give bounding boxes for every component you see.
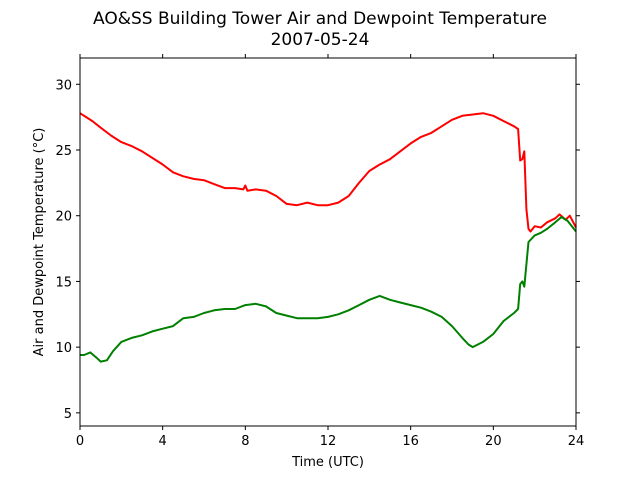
y-tick-label: 20 <box>55 210 72 225</box>
x-axis-label: Time (UTC) <box>291 455 364 470</box>
y-tick-label: 25 <box>55 144 72 159</box>
chart-subtitle: 2007-05-24 <box>271 30 370 50</box>
x-tick-label: 12 <box>320 434 337 449</box>
ticks-layer: 0 4 8 12 16 20 24 5 10 15 20 25 30 <box>55 54 584 449</box>
x-tick-label: 0 <box>76 434 84 449</box>
y-axis-label: Air and Dewpoint Temperature (°C) <box>32 128 47 357</box>
x-tick-label: 8 <box>241 434 249 449</box>
y-tick-label: 15 <box>55 275 72 290</box>
y-tick-label: 10 <box>55 341 72 356</box>
plot-frame <box>79 57 577 427</box>
series-line-1 <box>80 216 577 363</box>
x-tick-label: 16 <box>402 434 419 449</box>
x-tick-label: 4 <box>159 434 167 449</box>
series-layer <box>79 112 577 363</box>
y-tick-label: 5 <box>64 407 72 422</box>
x-tick-label: 24 <box>568 434 585 449</box>
y-tick-label: 30 <box>55 78 72 93</box>
chart-title: AO&SS Building Tower Air and Dewpoint Te… <box>93 9 547 29</box>
series-line-0 <box>79 112 577 233</box>
x-tick-label: 20 <box>485 434 502 449</box>
